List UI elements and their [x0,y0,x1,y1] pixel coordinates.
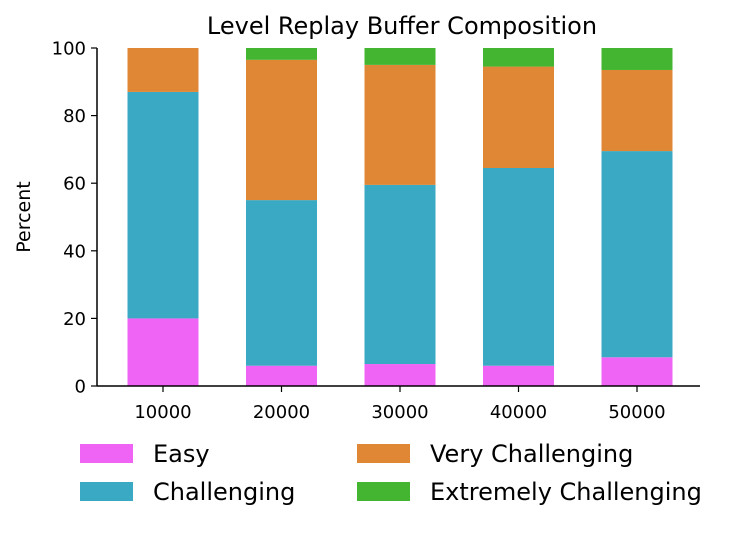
bar-challenging-50000 [601,151,673,358]
bar-very-challenging-30000 [364,64,436,185]
legend-label-very-challenging: Very Challenging [430,440,633,468]
y-tick-label-40: 40 [63,241,86,262]
x-tick-label-10000: 10000 [134,402,191,423]
bar-challenging-10000 [127,91,199,319]
y-tick-label-60: 60 [63,174,86,195]
bar-challenging-30000 [364,184,436,365]
legend-swatch-challenging [80,482,133,501]
bar-extremely-challenging-30000 [364,48,436,65]
y-tick-label-100: 100 [52,39,86,60]
bars-layer [127,48,673,386]
bar-extremely-challenging-50000 [601,48,673,70]
legend-swatch-extremely-challenging [357,482,410,501]
bar-easy-50000 [601,357,673,386]
bar-easy-10000 [127,318,199,386]
x-tick-label-30000: 30000 [371,402,428,423]
legend-swatch-easy [80,444,133,463]
axes-layer: 0 20 40 60 80 100 10000 20000 30000 40000 50000 [52,39,700,423]
x-tick-label-50000: 50000 [608,402,665,423]
legend: Easy Challenging Very Challenging Extremely… [80,440,702,506]
legend-label-easy: Easy [153,440,210,468]
chart-title: Level Replay Buffer Composition [207,12,597,40]
bar-very-challenging-20000 [246,59,317,201]
bar-easy-40000 [483,365,554,386]
y-tick-label-0: 0 [75,377,86,398]
bar-challenging-40000 [483,167,554,366]
bar-challenging-20000 [246,200,317,366]
bar-easy-20000 [246,365,317,386]
legend-swatch-very-challenging [357,444,410,463]
bar-easy-30000 [364,364,436,386]
bar-extremely-challenging-40000 [483,48,554,67]
y-tick-label-20: 20 [63,309,86,330]
legend-label-challenging: Challenging [153,478,295,506]
bar-very-challenging-50000 [601,69,673,152]
y-axis-label: Percent [13,181,35,253]
bar-very-challenging-40000 [483,66,554,168]
x-tick-label-40000: 40000 [490,402,547,423]
bar-extremely-challenging-20000 [246,48,317,60]
x-tick-label-20000: 20000 [253,402,310,423]
bar-very-challenging-10000 [127,48,199,92]
y-tick-label-80: 80 [63,106,86,127]
legend-label-extremely-challenging: Extremely Challenging [430,478,702,506]
